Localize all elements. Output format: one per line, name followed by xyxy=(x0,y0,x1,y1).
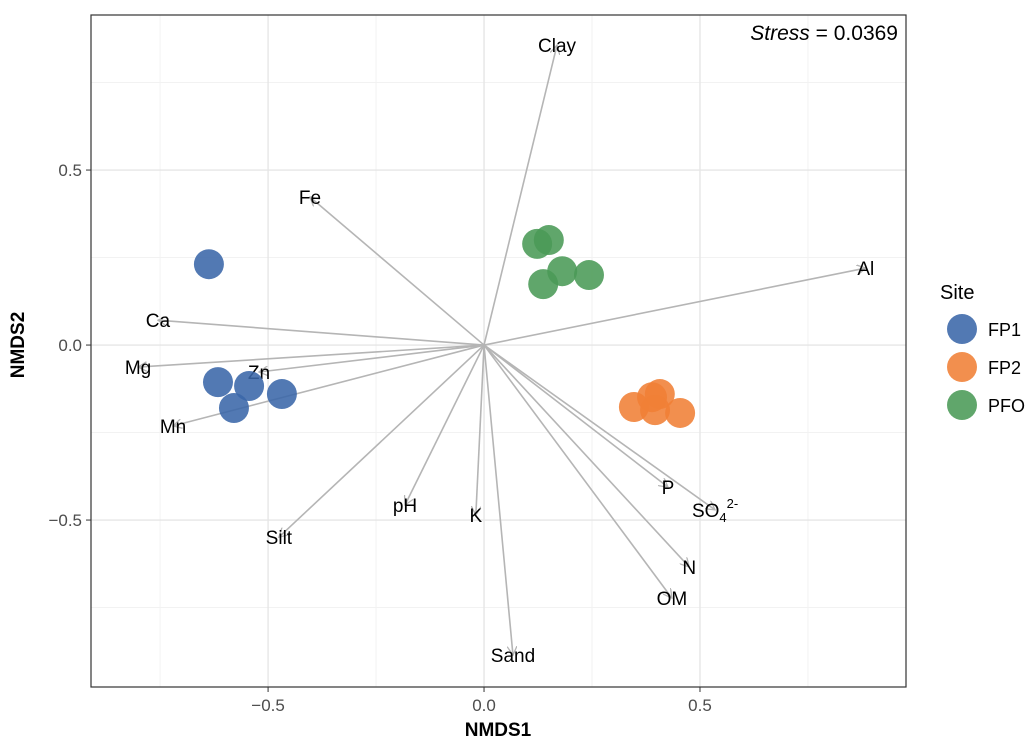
point xyxy=(266,379,297,410)
point xyxy=(528,269,559,300)
vector-arrow xyxy=(259,344,485,372)
point xyxy=(573,260,604,291)
vector-label: Sand xyxy=(491,646,535,667)
vector-label-text: Mn xyxy=(160,417,186,438)
vector-arrow xyxy=(483,268,866,346)
vector-label-sup: 2- xyxy=(727,496,739,511)
point xyxy=(218,393,249,424)
point xyxy=(193,249,224,280)
vector-label-text: Clay xyxy=(538,36,577,57)
vector-arrow xyxy=(483,344,513,655)
legend-key xyxy=(947,314,977,344)
vector-label-text: N xyxy=(682,558,696,579)
vector-label: pH xyxy=(393,496,417,517)
legend-label: PFO xyxy=(988,396,1025,416)
vector-label-text: pH xyxy=(393,496,417,517)
points xyxy=(193,225,696,428)
vector-label-text: Fe xyxy=(299,188,321,209)
y-axis-title: NMDS2 xyxy=(8,312,29,379)
vector-label-text: SO xyxy=(692,501,719,522)
x-axis-title: NMDS1 xyxy=(465,720,532,740)
vector-label-sub: 4 xyxy=(719,510,726,525)
vector-label: Ca xyxy=(146,311,171,332)
vector-label-text: P xyxy=(662,478,675,499)
vector-label-text: K xyxy=(469,506,482,527)
vector-label: Al xyxy=(857,259,874,280)
point xyxy=(640,395,671,426)
vector-arrow xyxy=(483,344,668,487)
stress-value: = 0.0369 xyxy=(816,22,898,45)
legend-key xyxy=(947,352,977,382)
vector-label: Mg xyxy=(125,358,151,379)
y-tick-label: 0.0 xyxy=(58,336,82,355)
vector-arrow xyxy=(483,45,557,346)
vector-arrow xyxy=(483,344,689,567)
x-tick-label: 0.5 xyxy=(688,696,712,715)
stress-annotation: Stress = 0.0369 xyxy=(750,22,898,45)
point xyxy=(234,371,265,401)
vector-label: Fe xyxy=(299,188,321,209)
vector-label-text: Ca xyxy=(146,311,171,332)
vector-label: Clay xyxy=(538,36,577,57)
vector-label-text: Sand xyxy=(491,646,535,667)
legend-label: FP1 xyxy=(988,320,1021,340)
x-tick-label: 0.0 xyxy=(472,696,496,715)
legend-title: Site xyxy=(940,282,974,304)
vector-label: OM xyxy=(657,589,688,610)
grid xyxy=(91,15,906,687)
vector-label-text: Silt xyxy=(266,528,293,549)
vector-label: SO42- xyxy=(692,496,738,525)
vector-label: Mn xyxy=(160,417,186,438)
y-tick-label: 0.5 xyxy=(58,161,82,180)
vector-label: Silt xyxy=(266,528,293,549)
y-tick-label: −0.5 xyxy=(48,511,82,530)
point xyxy=(533,225,564,256)
vector-label: N xyxy=(682,558,696,579)
vector-label: P xyxy=(662,478,675,499)
vector-arrow xyxy=(405,344,485,505)
point xyxy=(665,397,696,428)
vector-arrow xyxy=(310,197,485,346)
vector-arrow xyxy=(279,344,485,537)
plot-border xyxy=(90,14,907,688)
vector-label-text: Al xyxy=(857,259,874,280)
vector-arrow xyxy=(138,344,485,367)
x-tick-label: −0.5 xyxy=(251,696,285,715)
vector-label-text: OM xyxy=(657,589,688,610)
stress-label: Stress xyxy=(750,22,810,45)
legend: FP1 FP2 PFO xyxy=(947,314,1025,420)
vector-label-text: Mg xyxy=(125,358,151,379)
vector-label: K xyxy=(469,506,482,527)
legend-label: FP2 xyxy=(988,358,1021,378)
vector-arrow xyxy=(483,344,672,598)
vector-arrow xyxy=(158,320,485,346)
legend-key xyxy=(947,390,977,420)
point xyxy=(202,367,233,398)
vector-arrow xyxy=(483,344,715,510)
vector-arrow xyxy=(476,345,485,515)
